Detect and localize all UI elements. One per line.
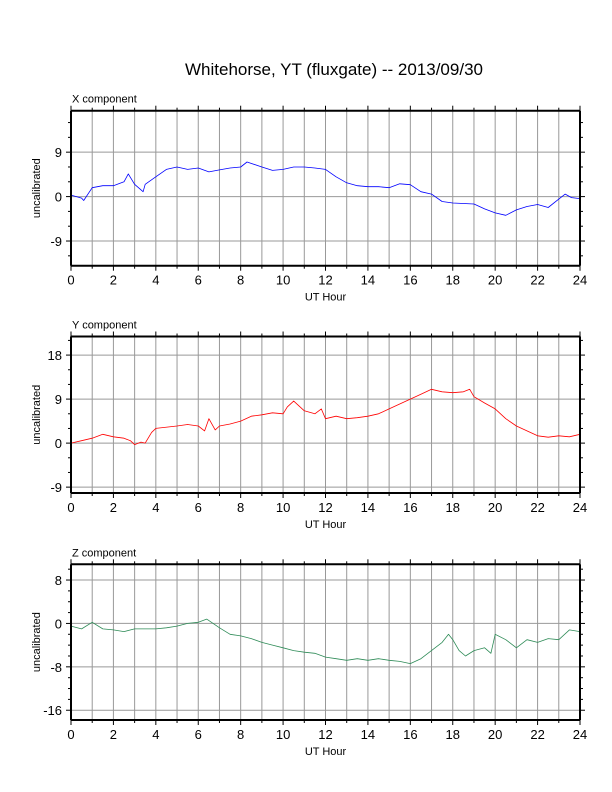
x-tick-label: 8 bbox=[237, 273, 244, 288]
x-tick-label: 22 bbox=[530, 500, 544, 515]
y-tick-label: -8 bbox=[50, 660, 62, 675]
x-tick-label: 4 bbox=[152, 727, 159, 742]
x-tick-label: 12 bbox=[318, 273, 332, 288]
x-tick-label: 20 bbox=[488, 727, 502, 742]
y-axis-label: uncalibrated bbox=[31, 158, 43, 218]
x-tick-label: 24 bbox=[573, 500, 587, 515]
x-tick-label: 14 bbox=[361, 727, 375, 742]
x-tick-label: 6 bbox=[195, 727, 202, 742]
x-tick-label: 18 bbox=[446, 500, 460, 515]
x-tick-label: 18 bbox=[446, 727, 460, 742]
x-tick-label: 16 bbox=[403, 500, 417, 515]
x-tick-label: 20 bbox=[488, 273, 502, 288]
x-tick-label: 12 bbox=[318, 727, 332, 742]
x-axis-label: UT Hour bbox=[305, 292, 347, 304]
y-tick-label: 9 bbox=[55, 145, 62, 160]
x-tick-label: 18 bbox=[446, 273, 460, 288]
x-tick-label: 24 bbox=[573, 273, 587, 288]
x-tick-label: 10 bbox=[276, 727, 290, 742]
x-tick-label: 6 bbox=[195, 500, 202, 515]
y-tick-label: -9 bbox=[50, 480, 62, 495]
x-tick-label: 14 bbox=[361, 500, 375, 515]
x-tick-label: 24 bbox=[573, 727, 587, 742]
x-tick-label: 10 bbox=[276, 273, 290, 288]
panel-title: Z component bbox=[72, 547, 136, 559]
x-tick-label: 10 bbox=[276, 500, 290, 515]
x-tick-label: 20 bbox=[488, 500, 502, 515]
y-tick-label: 0 bbox=[55, 436, 62, 451]
x-axis-label: UT Hour bbox=[305, 519, 347, 531]
data-series-line bbox=[70, 618, 581, 664]
y-tick-label: 0 bbox=[55, 190, 62, 205]
data-series-line bbox=[70, 161, 581, 216]
x-tick-label: 0 bbox=[67, 500, 74, 515]
y-tick-label: 8 bbox=[55, 573, 62, 588]
chart-title: Whitehorse, YT (fluxgate) -- 2013/09/30 bbox=[185, 60, 483, 79]
x-tick-label: 4 bbox=[152, 273, 159, 288]
y-tick-label: -16 bbox=[43, 703, 62, 718]
y-axis-label: uncalibrated bbox=[31, 612, 43, 672]
data-series-line bbox=[70, 388, 581, 446]
x-tick-label: 14 bbox=[361, 273, 375, 288]
panel-title: X component bbox=[72, 94, 137, 106]
y-axis-label: uncalibrated bbox=[31, 385, 43, 445]
x-tick-label: 2 bbox=[110, 500, 117, 515]
y-tick-label: -9 bbox=[50, 234, 62, 249]
x-tick-label: 22 bbox=[530, 727, 544, 742]
y-tick-label: 18 bbox=[48, 348, 62, 363]
y-tick-label: 0 bbox=[55, 616, 62, 631]
x-tick-label: 0 bbox=[67, 273, 74, 288]
x-tick-label: 2 bbox=[110, 273, 117, 288]
y-tick-label: 9 bbox=[55, 392, 62, 407]
x-tick-label: 12 bbox=[318, 500, 332, 515]
x-tick-label: 6 bbox=[195, 273, 202, 288]
x-tick-label: 0 bbox=[67, 727, 74, 742]
x-tick-label: 4 bbox=[152, 500, 159, 515]
x-axis-label: UT Hour bbox=[305, 746, 347, 758]
x-tick-label: 22 bbox=[530, 273, 544, 288]
x-tick-label: 16 bbox=[403, 727, 417, 742]
x-tick-label: 16 bbox=[403, 273, 417, 288]
x-tick-label: 8 bbox=[237, 727, 244, 742]
x-tick-label: 2 bbox=[110, 727, 117, 742]
x-tick-label: 8 bbox=[237, 500, 244, 515]
panel-title: Y component bbox=[72, 320, 137, 332]
